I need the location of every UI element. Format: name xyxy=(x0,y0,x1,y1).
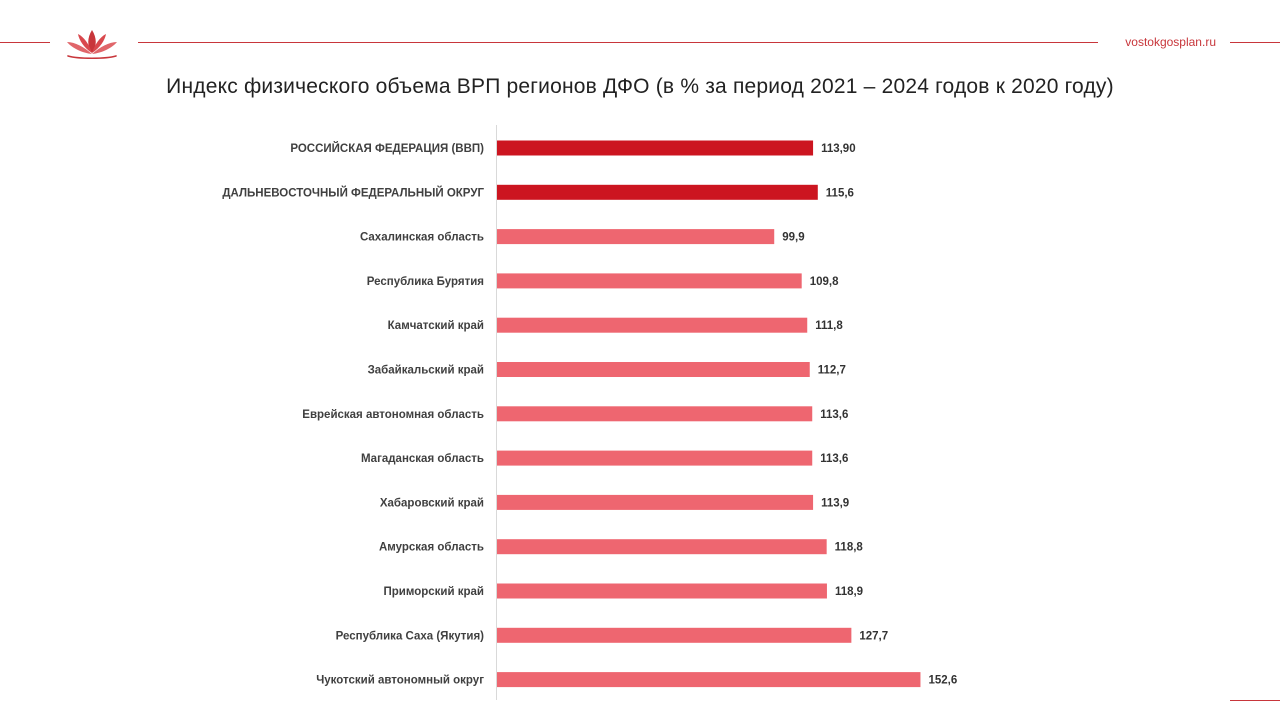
value-label: 113,9 xyxy=(821,497,849,509)
bar xyxy=(497,539,827,555)
bar xyxy=(497,583,827,599)
header-rule-right xyxy=(1230,42,1280,43)
category-label: Еврейская автономная область xyxy=(302,409,484,421)
value-label: 113,6 xyxy=(820,453,848,465)
category-label: Амурская область xyxy=(379,542,484,554)
value-label: 115,6 xyxy=(826,187,854,199)
bar xyxy=(497,184,818,200)
bar xyxy=(497,317,808,333)
category-label: Магаданская область xyxy=(361,453,484,465)
bar xyxy=(497,494,814,510)
bar xyxy=(497,406,813,422)
header-rule-left xyxy=(0,42,50,43)
category-label: Забайкальский край xyxy=(368,365,484,377)
value-label: 118,8 xyxy=(835,542,864,554)
bar xyxy=(497,627,852,643)
bar xyxy=(497,273,802,289)
chart-title: Индекс физического объема ВРП регионов Д… xyxy=(166,75,1114,98)
lotus-logo-icon xyxy=(67,30,117,60)
footer-rule-right xyxy=(1230,700,1280,701)
value-label: 112,7 xyxy=(818,365,846,377)
bar xyxy=(497,450,813,466)
category-label: ДАЛЬНЕВОСТОЧНЫЙ ФЕДЕРАЛЬНЫЙ ОКРУГ xyxy=(222,186,484,199)
category-label: Камчатский край xyxy=(388,320,484,332)
value-label: 109,8 xyxy=(810,276,839,288)
bar xyxy=(497,229,775,245)
category-label: Республика Саха (Якутия) xyxy=(336,630,485,642)
value-label: 127,7 xyxy=(859,630,888,642)
site-url-link[interactable]: vostokgosplan.ru xyxy=(1125,35,1216,49)
category-label: Приморский край xyxy=(384,586,485,598)
bar xyxy=(497,140,814,156)
bar xyxy=(497,672,921,688)
value-label: 113,6 xyxy=(820,409,848,421)
category-label: Хабаровский край xyxy=(380,497,484,509)
value-label: 118,9 xyxy=(835,586,863,598)
category-label: Сахалинская область xyxy=(360,232,484,244)
category-label: РОССИЙСКАЯ ФЕДЕРАЦИЯ (ВВП) xyxy=(290,142,484,155)
value-label: 152,6 xyxy=(928,675,957,687)
category-label: Чукотский автономный округ xyxy=(316,675,484,687)
header-rule-main xyxy=(138,42,1098,43)
bar xyxy=(497,362,810,377)
value-label: 113,90 xyxy=(821,143,856,155)
value-label: 111,8 xyxy=(815,320,843,332)
category-label: Республика Бурятия xyxy=(367,276,484,288)
value-label: 99,9 xyxy=(782,232,804,244)
